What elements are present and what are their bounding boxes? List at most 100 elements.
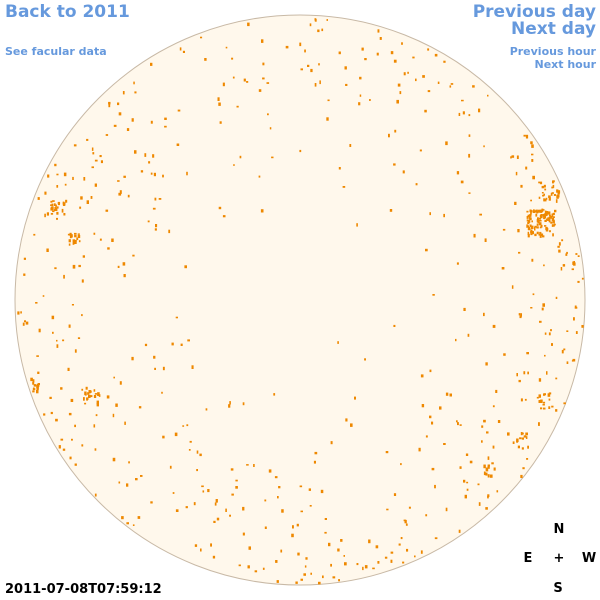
facula-dot <box>553 223 556 226</box>
facula-dot <box>50 213 54 215</box>
facula-dot <box>573 317 575 321</box>
previous-hour-link[interactable]: Previous hour <box>509 45 596 58</box>
facula-dot <box>258 89 262 92</box>
facula-dot <box>532 231 534 234</box>
facula-dot <box>541 185 545 189</box>
facula-dot <box>56 211 59 215</box>
facula-dot <box>36 387 39 390</box>
facula-dot <box>269 127 272 130</box>
facula-dot <box>473 233 476 238</box>
facula-dot <box>443 213 445 218</box>
facula-dot <box>463 479 466 483</box>
facula-dot <box>487 464 490 467</box>
facula-dot <box>247 22 250 27</box>
facula-dot <box>530 199 532 202</box>
facula-dot <box>529 224 532 228</box>
facula-dot <box>386 508 389 511</box>
facula-dot <box>521 432 524 435</box>
facula-dot <box>61 208 64 213</box>
facula-dot <box>429 415 432 419</box>
facula-dot <box>462 111 465 115</box>
facula-dot <box>93 232 96 235</box>
compass-east-label: E <box>523 551 533 566</box>
facula-dot <box>418 447 421 452</box>
facula-dot <box>60 438 64 441</box>
facula-dot <box>539 181 543 185</box>
facula-dot <box>264 499 267 502</box>
facula-dot <box>218 206 222 210</box>
facula-dot <box>70 398 74 402</box>
facula-dot <box>186 171 188 176</box>
facula-dot <box>62 448 66 451</box>
facula-dot <box>150 501 153 504</box>
facula-dot <box>545 227 549 232</box>
facula-dot <box>207 489 210 493</box>
facula-dot <box>94 393 97 395</box>
facula-dot <box>539 226 542 229</box>
facula-dot <box>554 209 557 213</box>
facula-dot <box>122 262 126 266</box>
facula-dot <box>478 108 481 113</box>
facula-dot <box>552 216 555 219</box>
compass-west-label: W <box>581 551 597 566</box>
facula-dot <box>551 186 554 189</box>
facula-dot <box>517 229 520 233</box>
facula-dot <box>400 537 403 540</box>
facula-dot <box>543 401 546 404</box>
facula-dot <box>88 390 91 394</box>
facula-dot <box>115 403 118 407</box>
see-facular-data-link[interactable]: See facular data <box>5 45 107 58</box>
facula-dot <box>400 463 402 466</box>
facula-dot <box>477 483 480 486</box>
facula-dot <box>55 204 57 208</box>
facula-dot <box>530 307 533 309</box>
previous-day-link[interactable]: Previous day <box>472 2 596 22</box>
facula-dot <box>62 339 65 342</box>
next-day-link[interactable]: Next day <box>511 19 596 39</box>
facula-dot <box>291 533 294 538</box>
facula-dot <box>330 441 333 445</box>
facula-dot <box>368 539 371 544</box>
facula-dot <box>100 160 103 164</box>
facula-dot <box>117 180 120 182</box>
back-to-year-link[interactable]: Back to 2011 <box>5 2 130 22</box>
facula-dot <box>309 505 312 507</box>
facula-dot <box>23 257 26 260</box>
facula-dot <box>262 77 265 80</box>
facula-dot <box>118 192 122 196</box>
facula-dot <box>300 68 303 71</box>
facula-dot <box>393 163 396 166</box>
facula-dot <box>174 432 178 437</box>
facula-dot <box>390 51 394 55</box>
facula-dot <box>338 167 341 170</box>
facula-dot <box>70 234 73 238</box>
facula-dot <box>526 224 528 228</box>
facula-dot <box>188 449 191 451</box>
facula-dot <box>191 365 194 369</box>
facula-dot <box>434 537 438 540</box>
facula-dot <box>326 19 328 21</box>
facula-dot <box>558 249 561 253</box>
facula-dot <box>32 379 35 383</box>
facula-dot <box>412 56 415 59</box>
facula-dot <box>155 224 158 228</box>
facula-dot <box>539 320 542 323</box>
facula-dot <box>445 507 448 512</box>
facula-dot <box>492 405 495 408</box>
facula-dot <box>429 369 432 373</box>
facula-dot <box>528 228 531 231</box>
facula-dot <box>127 194 130 198</box>
facula-dot <box>246 81 249 83</box>
facula-dot <box>468 153 471 158</box>
facula-dot <box>456 420 458 423</box>
next-hour-link[interactable]: Next hour <box>534 58 597 71</box>
facula-dot <box>229 401 231 405</box>
facula-dot <box>99 238 102 241</box>
facula-dot <box>32 390 35 393</box>
facula-dot <box>434 53 438 57</box>
facula-dot <box>550 329 552 332</box>
facula-dot <box>42 295 45 297</box>
facula-dot <box>485 472 488 476</box>
facula-dot <box>314 19 317 22</box>
facula-dot <box>225 508 227 512</box>
